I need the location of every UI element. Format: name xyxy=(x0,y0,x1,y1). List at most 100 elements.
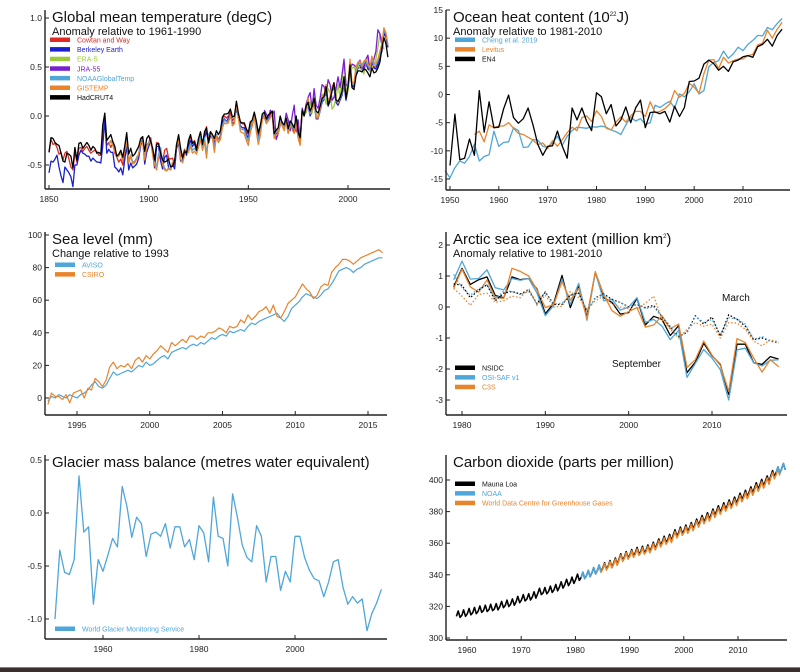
y-tick-label: 320 xyxy=(429,601,443,611)
y-tick-label: 40 xyxy=(33,328,43,338)
legend-swatch xyxy=(455,500,475,506)
chart-title: Sea level (mm) xyxy=(52,231,153,248)
y-tick-label: 300 xyxy=(429,633,443,643)
chart-arctic-sea-ice-extent: 1980 1990 2000 2010 -3 -2 -1 0 1 2 Arctic sea ice … xyxy=(435,231,787,430)
x-tick-label: 1970 xyxy=(538,195,557,205)
series-c3s xyxy=(453,267,780,392)
legend-swatch xyxy=(50,75,70,81)
x-tick-label: 2000 xyxy=(286,644,305,654)
y-tick-label: 2 xyxy=(438,240,443,250)
chart-title: Arctic sea ice extent (million km2) xyxy=(453,231,671,248)
x-tick-label: 1900 xyxy=(139,194,158,204)
x-tick-label: 1990 xyxy=(536,420,555,430)
series-group xyxy=(444,18,783,179)
x-tick-label: 2005 xyxy=(213,420,232,430)
series-world-glacier-monitoring-service xyxy=(54,475,383,632)
series-noaa-recent xyxy=(775,462,787,475)
series-group xyxy=(453,260,780,401)
series-wdcgg xyxy=(596,468,781,574)
legend-swatch xyxy=(455,481,475,486)
y-tick-label: 340 xyxy=(429,570,443,580)
legend-swatch xyxy=(455,47,475,52)
legend-label: Levitus xyxy=(482,47,505,54)
y-tick-label: 20 xyxy=(33,360,43,370)
series-group xyxy=(47,249,383,405)
y-tick-label: 15 xyxy=(434,5,444,15)
y-tick-label: 5 xyxy=(438,61,443,71)
legend-label: OSI-SAF v1 xyxy=(482,375,519,382)
x-tick-label: 1950 xyxy=(239,194,258,204)
chart-subtitle: Anomaly relative to 1961-1990 xyxy=(52,26,201,38)
y-tick-label: 360 xyxy=(429,538,443,548)
series-cheng-et-al-2019 xyxy=(444,18,783,179)
legend-swatch xyxy=(455,375,475,380)
x-tick-label: 1995 xyxy=(68,420,87,430)
y-tick-label: -2 xyxy=(435,364,443,374)
legend-swatch xyxy=(50,66,70,71)
legend-swatch xyxy=(455,37,475,42)
x-tick-label: 2015 xyxy=(359,420,378,430)
legend-label: HadCRUT4 xyxy=(77,95,113,102)
legend-label: GISTEMP xyxy=(77,86,109,93)
legend-label: Mauna Loa xyxy=(482,482,517,489)
series-osi-saf-march xyxy=(453,274,779,342)
annotation-label: September xyxy=(612,359,662,370)
y-tick-label: -3 xyxy=(435,395,443,405)
series-berkeley-earth xyxy=(48,33,389,188)
y-tick-label: 0.5 xyxy=(30,62,42,72)
y-tick-label: 1.0 xyxy=(30,13,42,23)
chart-title: Ocean heat content (1022J) xyxy=(453,9,629,26)
chart-subtitle: Anomaly relative to 1981-2010 xyxy=(453,248,602,260)
x-tick-label: 2000 xyxy=(339,194,358,204)
legend-swatch xyxy=(50,95,70,100)
chart-title: Carbon dioxide (parts per million) xyxy=(453,454,674,471)
legend-swatch xyxy=(455,365,475,370)
chart-subtitle: Change relative to 1993 xyxy=(52,248,169,260)
x-tick-label: 2000 xyxy=(140,420,159,430)
legend-label: EN4 xyxy=(482,57,496,64)
x-tick-label: 1960 xyxy=(458,645,477,655)
legend-label: AVISO xyxy=(82,263,103,270)
series-noaa xyxy=(580,564,602,580)
legend-label: Berkeley Earth xyxy=(77,47,123,54)
x-tick-label: 1970 xyxy=(512,645,531,655)
chart-title: Global mean temperature (degC) xyxy=(52,9,272,26)
y-tick-label: -1 xyxy=(435,333,443,343)
chart-ocean-heat-content: 1950 1960 1970 1980 1990 2000 2010 -15 -10 -5 0 5 10… xyxy=(431,5,790,205)
x-tick-label: 1960 xyxy=(489,195,508,205)
y-tick-label: 0 xyxy=(438,90,443,100)
y-tick-label: 380 xyxy=(429,507,443,517)
series-group xyxy=(54,475,383,632)
legend-swatch xyxy=(50,37,70,42)
x-tick-label: 2000 xyxy=(619,420,638,430)
x-tick-label: 2010 xyxy=(286,420,305,430)
x-tick-label: 2010 xyxy=(729,645,748,655)
y-tick-label: 0.5 xyxy=(30,455,42,465)
annotation-label: March xyxy=(722,293,750,304)
chart-glacier-mass-balance: 1960 1980 2000 -1.0 -0.5 0.0 0.5 Glacier mass b… xyxy=(27,454,387,654)
x-tick-label: 1980 xyxy=(453,420,472,430)
series-group xyxy=(455,462,787,619)
x-tick-label: 1980 xyxy=(566,645,585,655)
window-bottom-bar xyxy=(0,667,800,672)
legend-swatch xyxy=(50,85,70,90)
x-tick-label: 2000 xyxy=(674,645,693,655)
series-group xyxy=(48,27,389,188)
y-tick-label: 0.0 xyxy=(30,111,42,121)
y-tick-label: 80 xyxy=(33,263,43,273)
x-tick-label: 1950 xyxy=(441,195,460,205)
legend-label: Cowtan and Way xyxy=(77,38,131,45)
legend-swatch xyxy=(455,384,475,390)
x-tick-label: 2010 xyxy=(703,420,722,430)
x-tick-label: 1990 xyxy=(636,195,655,205)
x-tick-label: 1980 xyxy=(587,195,606,205)
x-tick-label: 1990 xyxy=(620,645,639,655)
legend-swatch xyxy=(455,56,475,62)
y-tick-label: -0.5 xyxy=(27,160,42,170)
y-tick-label: -1.0 xyxy=(27,614,42,624)
legend-label: JRA-55 xyxy=(77,66,100,73)
y-tick-label: 1 xyxy=(438,271,443,281)
legend-swatch xyxy=(55,626,75,631)
x-tick-label: 1960 xyxy=(94,644,113,654)
y-tick-label: 0 xyxy=(438,302,443,312)
